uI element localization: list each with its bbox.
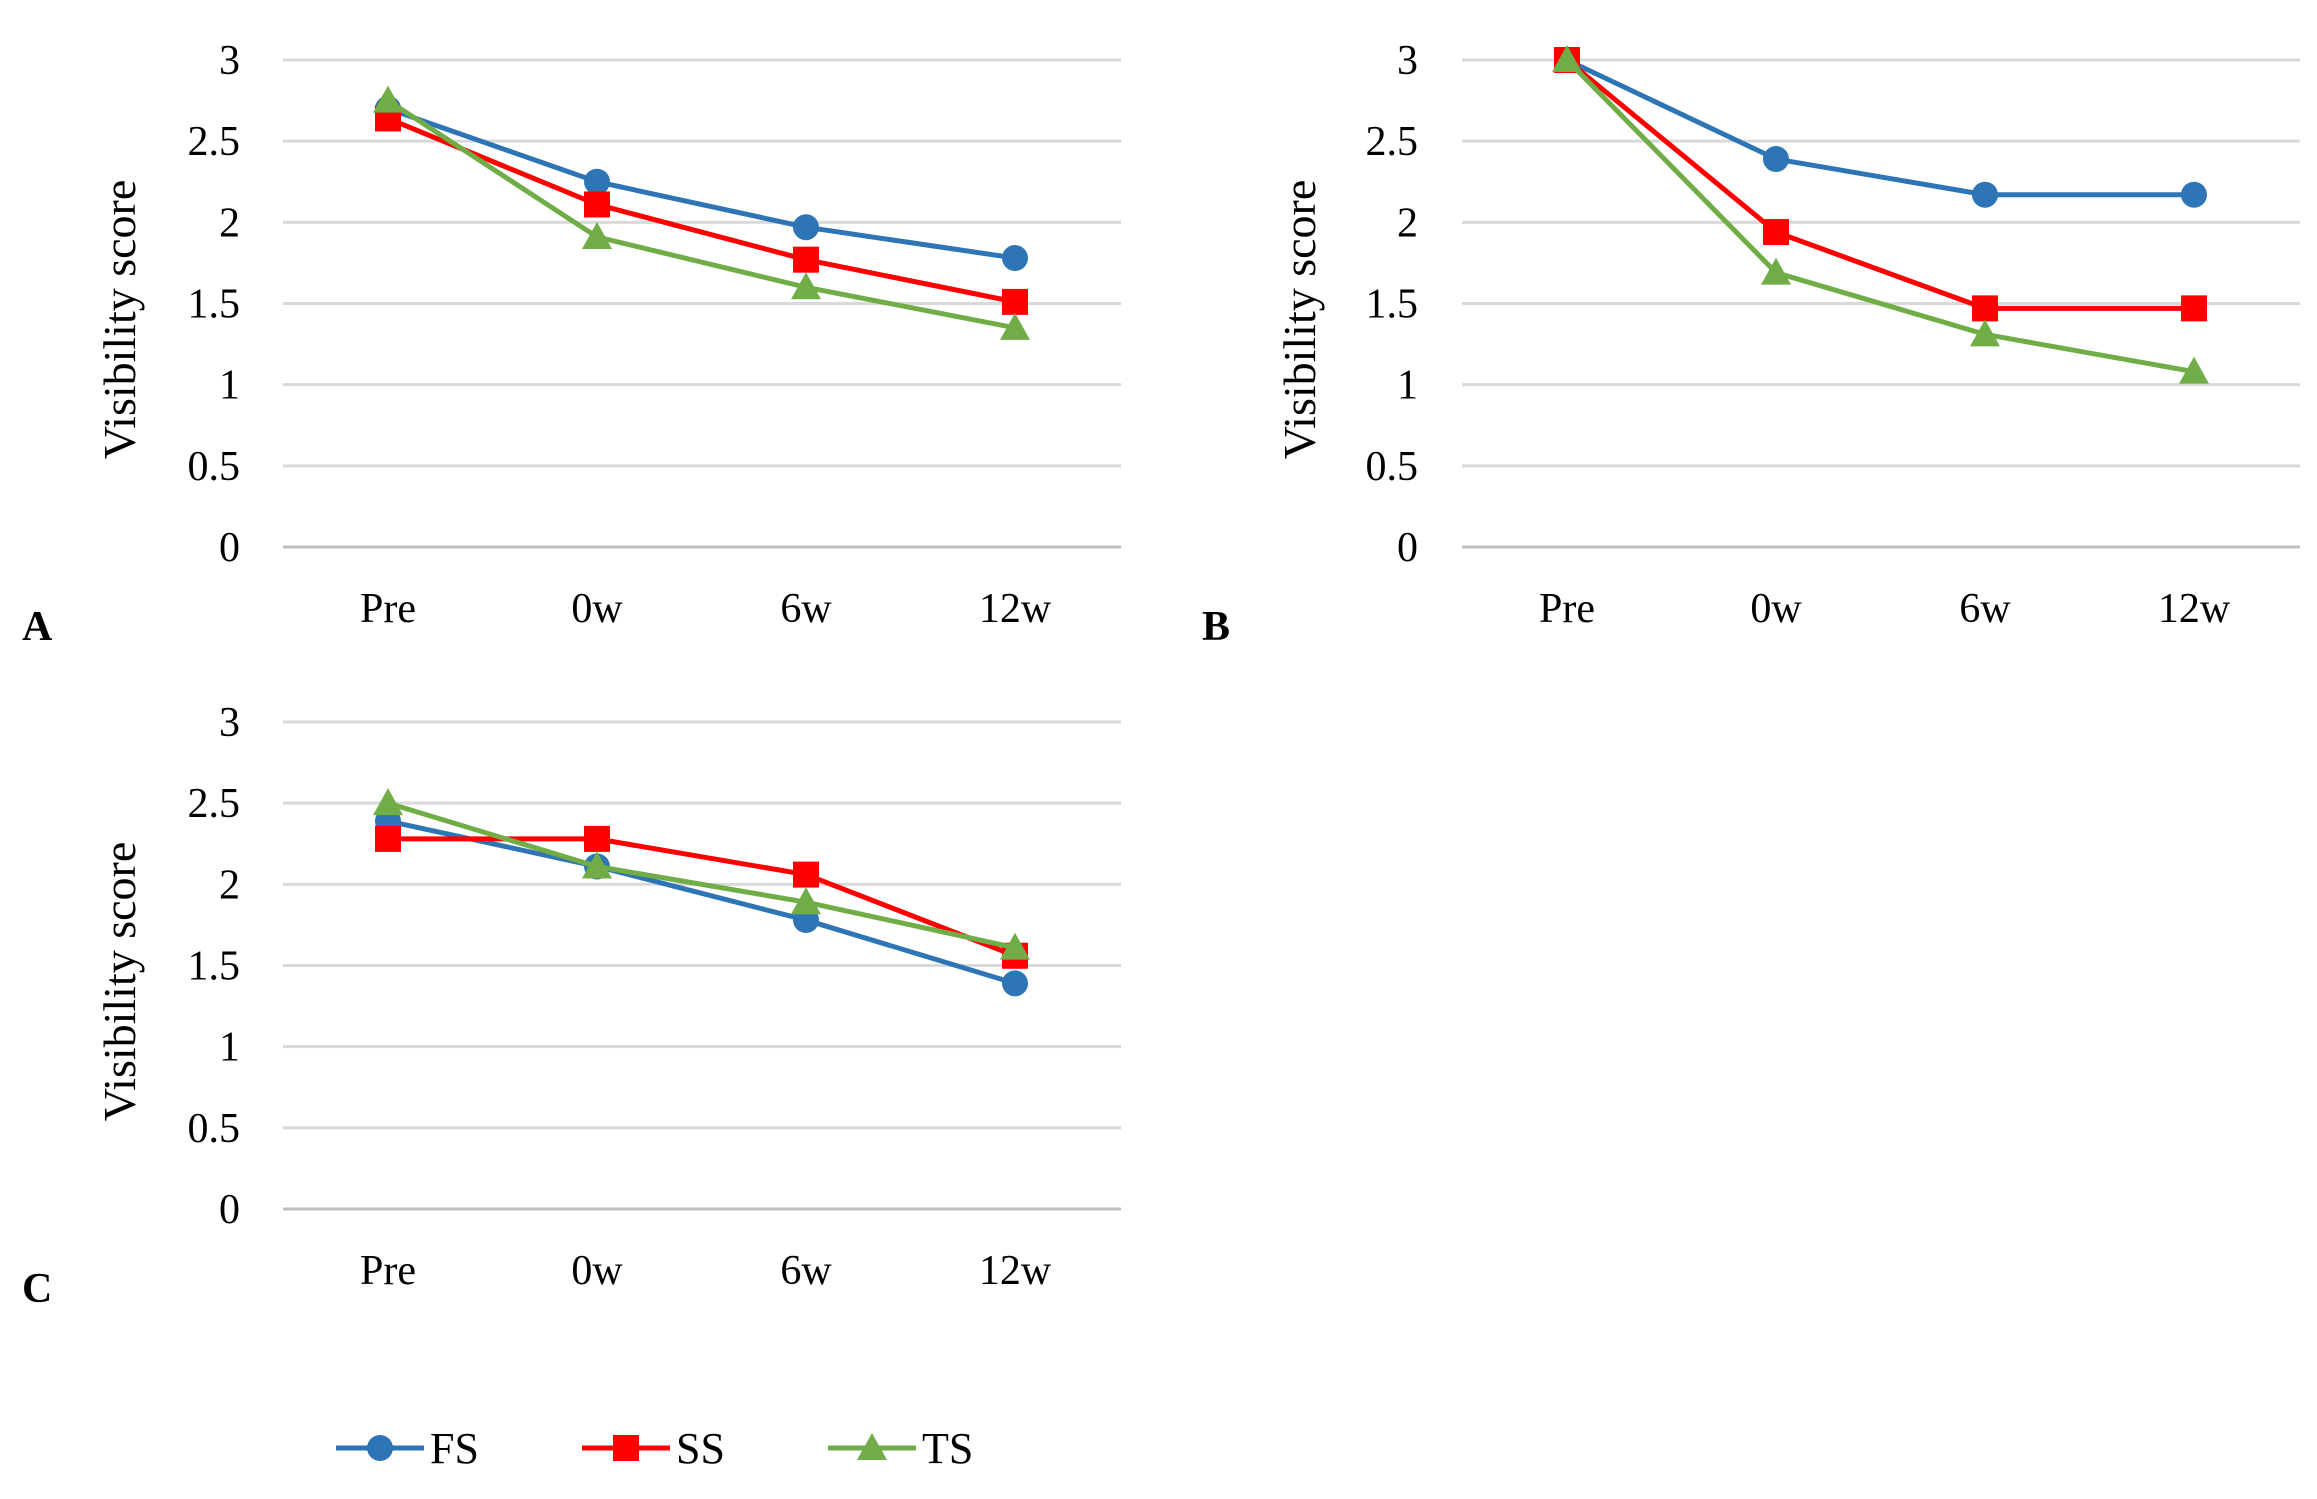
legend-marker-square (613, 1435, 639, 1461)
series-ts (373, 85, 1030, 340)
x-tick-label: 12w (979, 1248, 1052, 1294)
series-line-ss (387, 116, 1016, 305)
legend: FS SS TS (336, 1424, 973, 1473)
x-tick-label: 6w (780, 1248, 832, 1294)
data-point-ts (1970, 319, 2000, 347)
data-point-ss (1972, 295, 1998, 322)
data-point-ts (582, 851, 612, 879)
y-tick-label: 0 (219, 525, 240, 571)
x-tick-label: 12w (979, 586, 1052, 632)
data-point-ts (582, 221, 612, 249)
x-tick-label: 12w (2158, 586, 2231, 632)
x-tick-label: Pre (1539, 586, 1595, 632)
legend-item-ts: TS (828, 1424, 973, 1473)
chart-panel-c: 0 0.5 1 1.5 2 2.5 3 Pre 0w 6w 12w Visibility score C (22, 700, 1121, 1312)
y-tick-label: 0 (219, 1187, 240, 1233)
y-tick-label: 2 (219, 862, 240, 908)
data-point-ts (373, 788, 403, 816)
data-point-ss (793, 861, 819, 888)
y-axis-label: Visibility score (94, 842, 145, 1122)
x-tick-label: Pre (360, 586, 416, 632)
series-ts (373, 788, 1030, 960)
data-point-ss (584, 825, 610, 852)
legend-marker-triangle (857, 1433, 887, 1460)
y-tick-label: 1.5 (188, 944, 241, 990)
data-point-ts (2179, 356, 2209, 384)
series-fs (375, 808, 1028, 997)
legend-label: SS (676, 1424, 725, 1473)
y-tick-label: 3 (219, 700, 240, 746)
y-tick-label: 1.5 (188, 282, 241, 328)
data-point-ss (1002, 288, 1028, 315)
x-tick-label: Pre (360, 1248, 416, 1294)
x-tick-label: 6w (780, 586, 832, 632)
data-point-fs (1002, 970, 1028, 997)
legend-item-fs: FS (336, 1424, 479, 1473)
legend-marker-circle (367, 1435, 393, 1461)
y-tick-label: 0.5 (188, 444, 241, 490)
data-point-ts (373, 85, 403, 113)
series-line-ts (1565, 58, 2195, 375)
y-tick-label: 2.5 (188, 119, 241, 165)
data-point-ss (793, 246, 819, 273)
data-point-fs (2181, 181, 2207, 208)
data-point-ts (1000, 312, 1030, 340)
series-line-ts (386, 98, 1016, 331)
chart-panel-a: 0 0.5 1 1.5 2 2.5 3 Pre 0w 6w 12w Visibility score A (22, 38, 1121, 650)
data-point-ss (375, 825, 401, 852)
x-tick-label: 6w (1959, 586, 2011, 632)
series-fs (375, 95, 1028, 272)
legend-label: FS (430, 1424, 479, 1473)
panel-label: B (1202, 604, 1230, 650)
y-tick-label: 2.5 (1366, 119, 1419, 165)
legend-item-ss: SS (582, 1424, 725, 1473)
y-tick-label: 0.5 (1366, 444, 1419, 490)
panel-label: C (22, 1266, 52, 1312)
y-tick-label: 1 (219, 363, 240, 409)
series-ss (375, 105, 1028, 315)
panel-label: A (22, 604, 53, 650)
y-tick-label: 1 (1397, 363, 1418, 409)
y-tick-label: 1 (219, 1025, 240, 1071)
series-ts (1552, 45, 2209, 384)
data-point-ts (1552, 45, 1582, 72)
data-point-ss (584, 191, 610, 218)
series-line-ss (1565, 58, 2194, 311)
y-tick-label: 2.5 (188, 781, 241, 827)
data-point-fs (1763, 146, 1789, 173)
x-tick-label: 0w (571, 1248, 623, 1294)
series-line-ss (388, 836, 1016, 959)
data-point-ts (791, 272, 821, 300)
data-point-ss (2181, 295, 2207, 322)
series-line-ts (387, 800, 1016, 951)
y-tick-label: 3 (1397, 38, 1418, 84)
y-tick-label: 2 (1397, 200, 1418, 246)
y-tick-label: 1.5 (1366, 282, 1419, 328)
y-axis-label: Visibility score (94, 180, 145, 460)
y-tick-label: 0 (1397, 525, 1418, 571)
series-ss (1554, 47, 2207, 322)
series-ss (375, 825, 1028, 969)
x-tick-label: 0w (571, 586, 623, 632)
data-point-ss (1763, 219, 1789, 246)
data-point-fs (1972, 181, 1998, 208)
legend-label: TS (922, 1424, 973, 1473)
series-line-fs (387, 106, 1016, 261)
series-line-fs (1565, 57, 2194, 198)
data-point-ts (791, 887, 821, 915)
x-tick-label: 0w (1750, 586, 1802, 632)
data-point-ts (1761, 257, 1791, 285)
y-axis-label: Visibility score (1274, 180, 1325, 460)
series-line-fs (387, 818, 1016, 986)
y-tick-label: 2 (219, 200, 240, 246)
y-tick-label: 3 (219, 38, 240, 84)
data-point-ts (1000, 932, 1030, 960)
data-point-fs (1002, 245, 1028, 272)
data-point-fs (793, 214, 819, 241)
data-point-fs (584, 168, 610, 195)
chart-panel-b: 0 0.5 1 1.5 2 2.5 3 Pre 0w 6w 12w Visibility score B (1202, 38, 2300, 650)
y-tick-label: 0.5 (188, 1106, 241, 1152)
